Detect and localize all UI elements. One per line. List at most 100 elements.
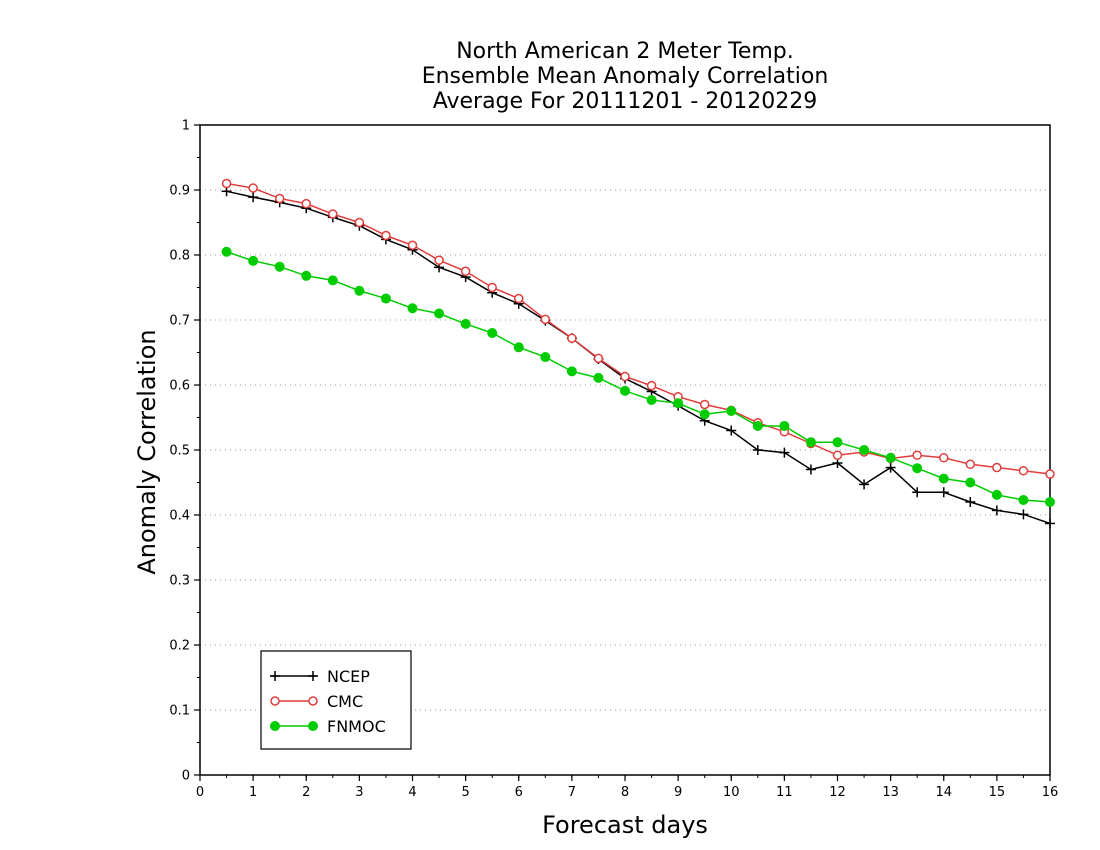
data-point-fnmoc xyxy=(912,463,923,474)
data-point-fnmoc xyxy=(646,394,657,405)
series-fnmoc xyxy=(221,246,1055,507)
data-point-fnmoc xyxy=(965,477,976,488)
data-point-ncep xyxy=(1045,518,1055,529)
legend-marker xyxy=(270,721,280,731)
y-tick-label: 0.3 xyxy=(169,574,190,589)
data-point-fnmoc xyxy=(248,255,259,266)
data-point-cmc xyxy=(620,371,630,382)
data-point-fnmoc xyxy=(221,246,232,257)
x-tick-label: 14 xyxy=(935,785,952,800)
x-tick-label: 7 xyxy=(568,785,576,800)
data-point-fnmoc xyxy=(274,261,285,272)
y-axis-label: Anomaly Correlation xyxy=(133,329,161,574)
x-tick-label: 3 xyxy=(355,785,363,800)
y-axis: 0 0.1 0.2 0.3 0.4 0.5 0.6 0.7 0.8 0.9 1 xyxy=(169,119,200,784)
data-point-fnmoc xyxy=(832,437,843,448)
x-tick-label: 8 xyxy=(621,785,629,800)
x-tick-label: 15 xyxy=(989,785,1006,800)
legend-marker xyxy=(308,721,318,731)
series-ncep xyxy=(221,186,1055,529)
chart-title: North American 2 Meter Temp.Ensemble Mea… xyxy=(422,39,829,114)
data-point-fnmoc xyxy=(407,303,418,314)
y-tick-label: 1 xyxy=(182,119,190,134)
data-point-cmc xyxy=(328,209,338,219)
data-point-fnmoc xyxy=(938,473,949,484)
data-point-cmc xyxy=(460,266,471,276)
legend-label-ncep: NCEP xyxy=(327,667,370,686)
data-point-ncep xyxy=(885,462,896,473)
x-tick-label: 12 xyxy=(829,785,846,800)
data-point-cmc xyxy=(540,314,551,325)
x-tick-label: 10 xyxy=(723,785,740,800)
x-tick-label: 9 xyxy=(674,785,682,800)
data-point-cmc xyxy=(646,380,657,391)
data-point-fnmoc xyxy=(779,420,790,431)
series-line-fnmoc xyxy=(226,251,1051,503)
data-point-cmc xyxy=(248,183,258,193)
data-point-ncep xyxy=(912,487,923,498)
data-point-ncep xyxy=(965,497,976,507)
chart-title-line-2: Ensemble Mean Anomaly Correlation xyxy=(422,64,829,89)
y-tick-label: 0.2 xyxy=(169,639,190,654)
y-tick-label: 0.5 xyxy=(169,444,190,459)
data-point-fnmoc xyxy=(885,452,896,463)
data-point-fnmoc xyxy=(699,409,710,420)
x-tick-label: 4 xyxy=(408,785,416,800)
series-line-ncep xyxy=(226,190,1051,525)
data-point-ncep xyxy=(779,447,790,458)
data-point-fnmoc xyxy=(805,437,816,448)
data-point-cmc xyxy=(354,217,365,228)
data-point-ncep xyxy=(859,479,870,490)
data-point-fnmoc xyxy=(327,275,338,286)
x-tick-label: 6 xyxy=(515,785,523,800)
x-axis: 0 1 2 3 4 5 6 7 8 9 10 11 12 13 14 15 16 xyxy=(196,775,1058,800)
data-point-cmc xyxy=(487,282,497,293)
legend-marker xyxy=(308,671,318,681)
data-point-fnmoc xyxy=(460,318,471,329)
x-tick-label: 2 xyxy=(302,785,310,800)
data-point-ncep xyxy=(991,505,1002,516)
y-tick-label: 0.4 xyxy=(169,509,190,524)
data-point-fnmoc xyxy=(380,293,391,304)
data-point-cmc xyxy=(301,198,311,209)
data-point-cmc xyxy=(699,399,710,410)
legend-entry-fnmoc: FNMOC xyxy=(270,717,386,736)
data-point-cmc xyxy=(593,353,604,364)
legend: NCEP CMC FNMOC xyxy=(260,650,412,750)
data-point-fnmoc xyxy=(487,328,498,338)
data-point-ncep xyxy=(1018,509,1029,520)
data-point-ncep xyxy=(752,445,763,455)
data-point-cmc xyxy=(939,453,949,463)
data-point-cmc xyxy=(832,450,843,460)
data-point-ncep xyxy=(805,464,816,475)
y-tick-label: 0.1 xyxy=(169,704,190,719)
data-point-cmc xyxy=(274,193,285,204)
data-point-cmc xyxy=(407,240,418,250)
y-tick-label: 0.7 xyxy=(169,314,190,329)
data-point-fnmoc xyxy=(991,489,1002,500)
data-point-cmc xyxy=(1045,469,1055,479)
data-point-fnmoc xyxy=(540,352,551,363)
data-point-cmc xyxy=(221,178,232,189)
data-point-fnmoc xyxy=(859,445,870,455)
y-tick-label: 0.6 xyxy=(169,379,190,394)
y-tick-label: 0.9 xyxy=(169,184,190,199)
x-axis-label: Forecast days xyxy=(542,811,708,839)
data-point-fnmoc xyxy=(1045,497,1055,507)
data-point-cmc xyxy=(912,450,922,460)
data-point-fnmoc xyxy=(673,398,684,409)
data-point-cmc xyxy=(1018,466,1029,476)
data-point-fnmoc xyxy=(593,372,604,383)
x-tick-label: 0 xyxy=(196,785,204,800)
x-tick-label: 11 xyxy=(776,785,793,800)
data-point-ncep xyxy=(726,425,737,436)
series-layer xyxy=(221,178,1055,529)
legend-marker xyxy=(270,671,280,681)
legend-label-fnmoc: FNMOC xyxy=(327,717,386,736)
data-point-cmc xyxy=(381,230,391,241)
x-tick-label: 5 xyxy=(461,785,469,800)
legend-marker xyxy=(308,696,318,706)
data-point-fnmoc xyxy=(726,406,737,416)
legend-entry-cmc: CMC xyxy=(270,692,363,711)
data-point-cmc xyxy=(965,459,976,470)
